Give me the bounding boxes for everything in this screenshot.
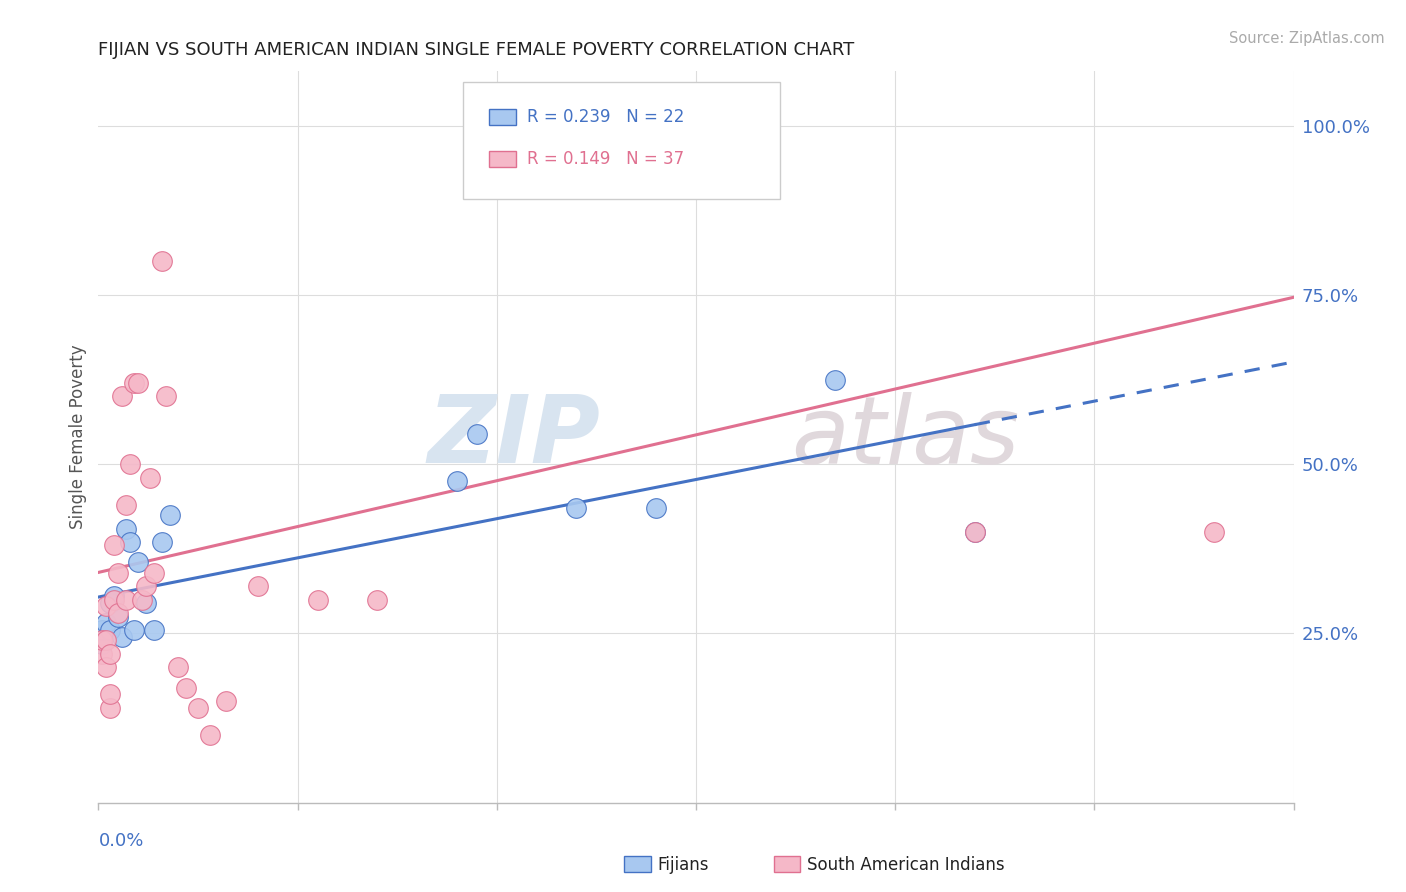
Point xyxy=(485,119,508,133)
Point xyxy=(111,630,134,644)
Point xyxy=(215,694,238,708)
Point xyxy=(103,592,125,607)
Point xyxy=(91,623,114,637)
Point xyxy=(565,501,588,516)
Point xyxy=(645,501,668,516)
Point xyxy=(91,647,114,661)
Text: South American Indians: South American Indians xyxy=(807,856,1005,874)
Text: 0.0%: 0.0% xyxy=(98,832,143,850)
Point xyxy=(120,457,142,471)
Point xyxy=(98,596,122,610)
Point xyxy=(526,145,548,160)
Text: ZIP: ZIP xyxy=(427,391,600,483)
Point xyxy=(150,535,173,549)
FancyBboxPatch shape xyxy=(489,151,516,167)
Point xyxy=(115,498,138,512)
Point xyxy=(131,592,153,607)
Text: Source: ZipAtlas.com: Source: ZipAtlas.com xyxy=(1229,31,1385,46)
Point xyxy=(96,599,118,614)
Point xyxy=(98,701,122,715)
Point xyxy=(963,524,986,539)
Point xyxy=(187,701,209,715)
Point xyxy=(103,589,125,603)
Point xyxy=(139,471,162,485)
Point xyxy=(963,524,986,539)
FancyBboxPatch shape xyxy=(773,856,800,872)
Point xyxy=(307,592,329,607)
FancyBboxPatch shape xyxy=(489,110,516,126)
Text: atlas: atlas xyxy=(792,392,1019,483)
Point xyxy=(103,538,125,552)
Point xyxy=(198,728,221,742)
Point xyxy=(143,623,166,637)
Text: FIJIAN VS SOUTH AMERICAN INDIAN SINGLE FEMALE POVERTY CORRELATION CHART: FIJIAN VS SOUTH AMERICAN INDIAN SINGLE F… xyxy=(98,41,855,59)
Point xyxy=(150,254,173,268)
Y-axis label: Single Female Poverty: Single Female Poverty xyxy=(69,345,87,529)
Point xyxy=(824,372,846,386)
Point xyxy=(1202,524,1225,539)
Point xyxy=(143,566,166,580)
Point xyxy=(174,681,197,695)
Point xyxy=(446,474,468,488)
Point xyxy=(115,592,138,607)
Point xyxy=(685,119,707,133)
Point xyxy=(96,660,118,674)
Point xyxy=(159,508,181,522)
Point xyxy=(107,606,129,620)
Text: Fijians: Fijians xyxy=(658,856,709,874)
Text: R = 0.149   N = 37: R = 0.149 N = 37 xyxy=(527,150,685,168)
Point xyxy=(96,616,118,631)
Point xyxy=(127,555,149,569)
Point xyxy=(91,637,114,651)
Point xyxy=(107,566,129,580)
Point xyxy=(246,579,269,593)
Point xyxy=(135,596,157,610)
Point xyxy=(124,376,146,390)
Text: R = 0.239   N = 22: R = 0.239 N = 22 xyxy=(527,109,685,127)
Point xyxy=(98,623,122,637)
Point xyxy=(98,688,122,702)
Point xyxy=(111,389,134,403)
Point xyxy=(124,623,146,637)
Point xyxy=(366,592,388,607)
Point xyxy=(107,609,129,624)
Point xyxy=(98,647,122,661)
FancyBboxPatch shape xyxy=(463,82,780,200)
Point xyxy=(91,633,114,648)
Point xyxy=(115,521,138,535)
Point xyxy=(96,633,118,648)
Point xyxy=(155,389,177,403)
FancyBboxPatch shape xyxy=(624,856,651,872)
Point xyxy=(465,426,488,441)
Point xyxy=(135,579,157,593)
Point xyxy=(167,660,190,674)
Point xyxy=(127,376,149,390)
Point xyxy=(120,535,142,549)
